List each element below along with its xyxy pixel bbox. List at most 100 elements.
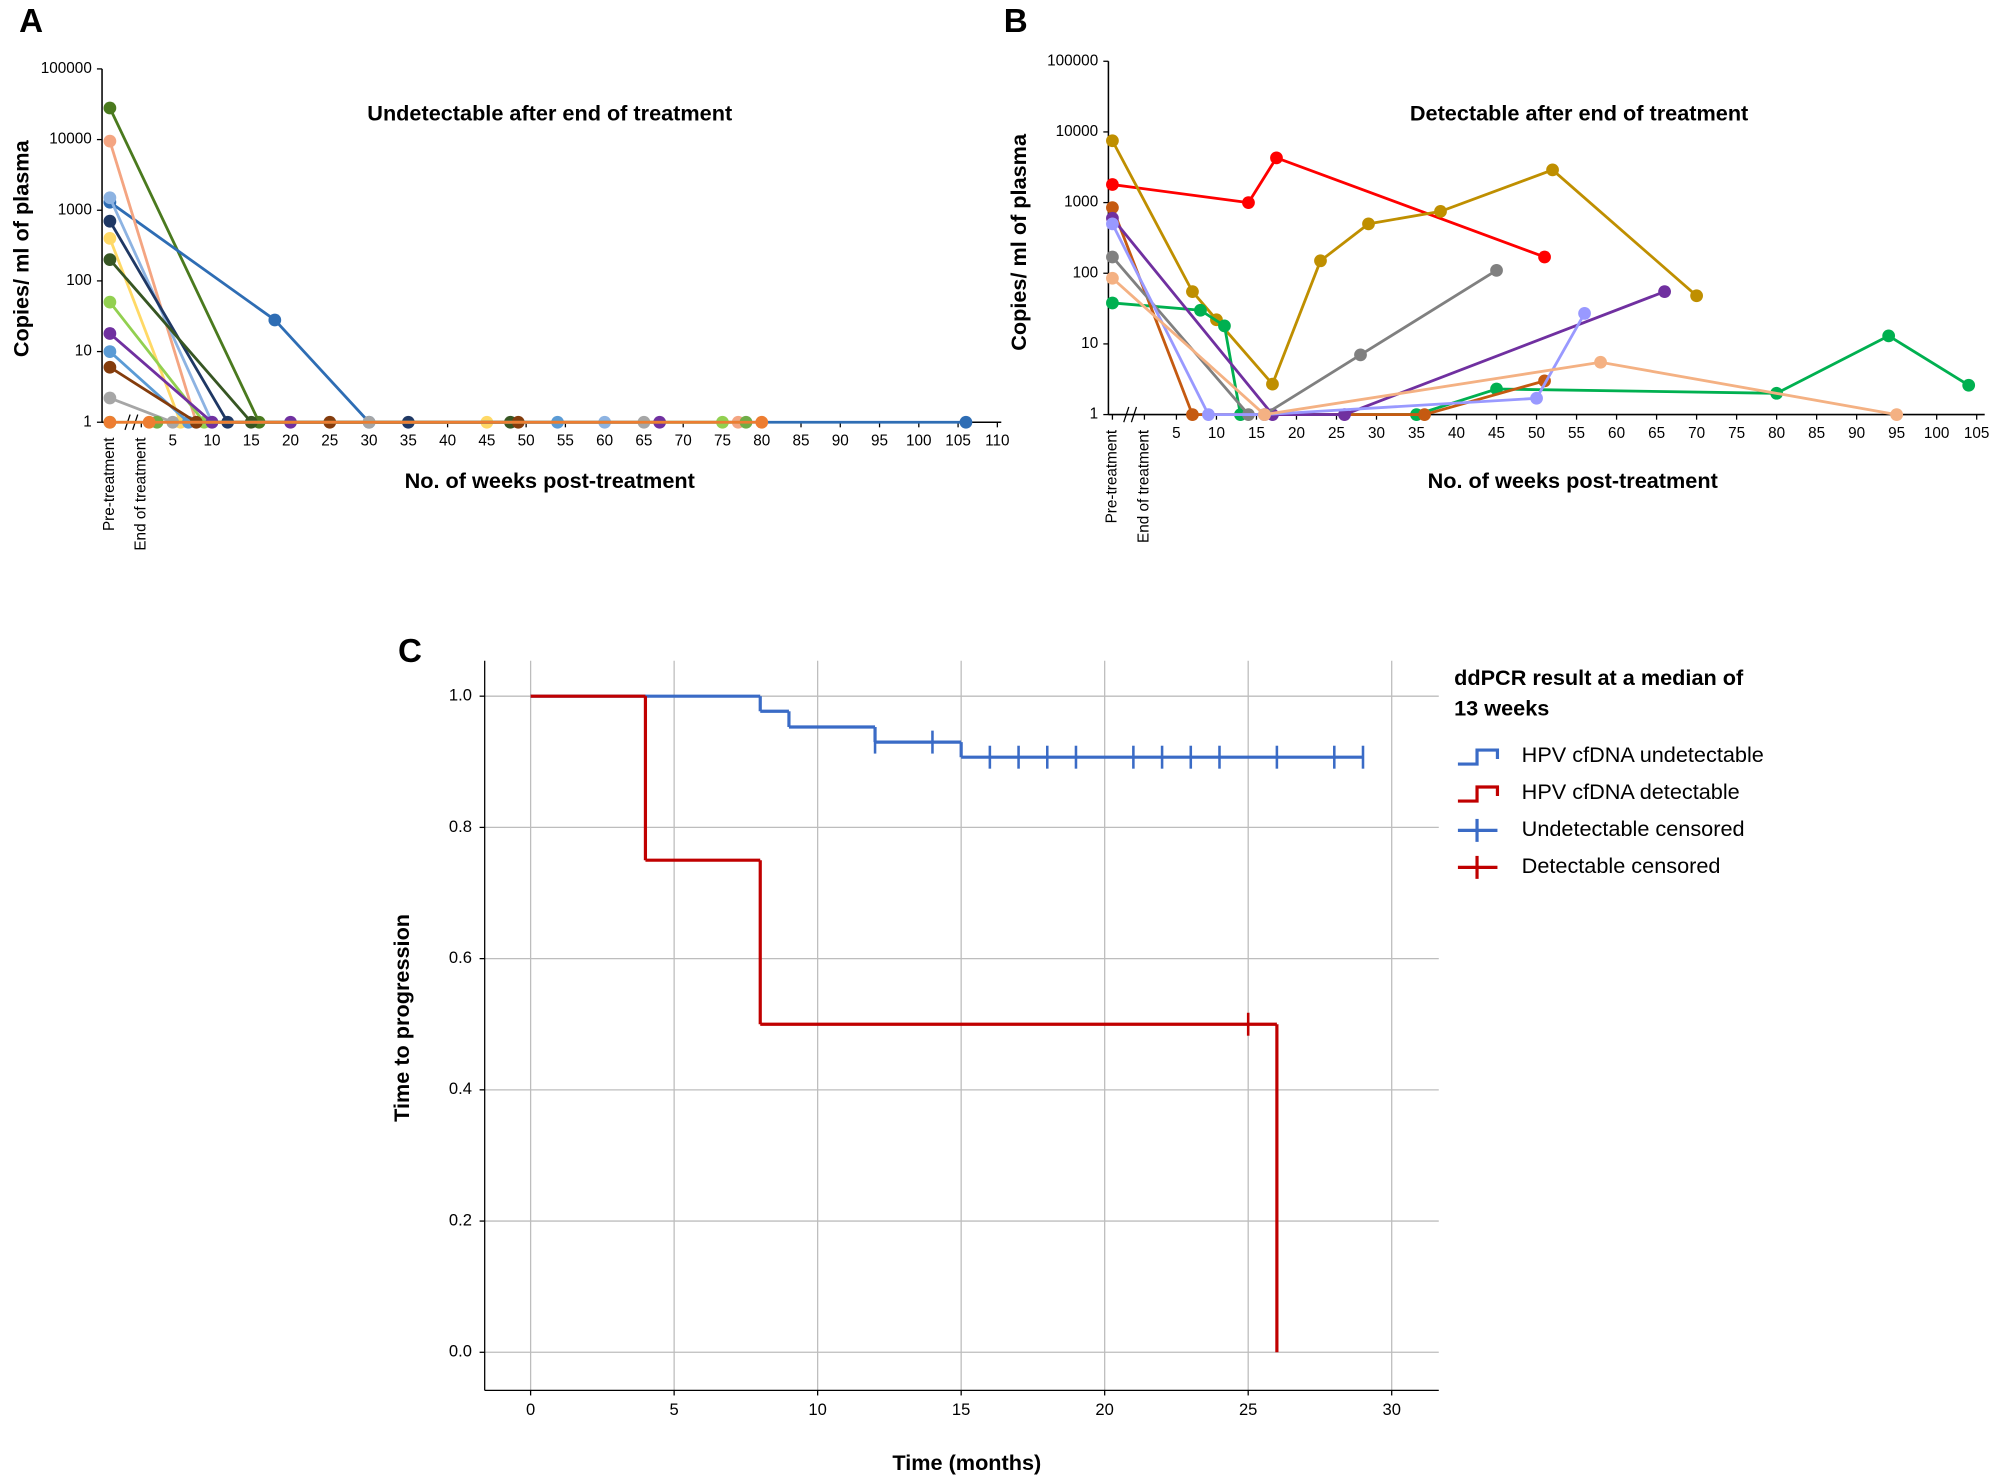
data-point bbox=[1202, 408, 1215, 421]
x-tick-label: 110 bbox=[985, 432, 1009, 449]
data-point bbox=[1258, 408, 1271, 421]
series-line bbox=[1111, 140, 1698, 387]
data-point bbox=[103, 360, 117, 374]
data-point bbox=[103, 134, 117, 148]
chart-title: Detectable after end of treatment bbox=[1410, 101, 1748, 126]
panel-label: A bbox=[19, 3, 43, 40]
x-tick-label: 85 bbox=[793, 432, 810, 449]
x-tick-label: 50 bbox=[518, 432, 535, 449]
x-tick-label: 30 bbox=[1382, 1400, 1400, 1419]
series-line bbox=[108, 301, 723, 424]
data-point bbox=[1434, 205, 1447, 218]
x-tick-label: 10 bbox=[203, 432, 220, 449]
x-tick-label: 105 bbox=[1964, 425, 1990, 442]
x-tick-label: 35 bbox=[400, 432, 417, 449]
data-point bbox=[1270, 151, 1283, 165]
data-point bbox=[1490, 263, 1503, 277]
x-tick-label: 65 bbox=[635, 432, 652, 449]
y-tick-label: 0.2 bbox=[449, 1210, 472, 1229]
y-tick-label: 0.8 bbox=[449, 817, 472, 836]
legend-title: ddPCR result at a median of 13 weeks bbox=[1454, 665, 1744, 721]
data-point bbox=[1890, 408, 1904, 421]
series-line bbox=[109, 201, 966, 424]
y-tick-label: 1000 bbox=[1064, 194, 1098, 211]
axis-break bbox=[1123, 406, 1130, 423]
data-point bbox=[1106, 296, 1119, 310]
x-tick-label: 20 bbox=[282, 432, 299, 449]
data-point bbox=[103, 214, 117, 228]
data-point bbox=[103, 295, 117, 309]
x-tick-label: End of treatment bbox=[132, 437, 149, 551]
data-point bbox=[103, 231, 117, 245]
x-tick-label: 55 bbox=[557, 432, 574, 449]
x-tick-label: 5 bbox=[670, 1400, 679, 1419]
data-point bbox=[1690, 289, 1703, 303]
data-point bbox=[103, 415, 117, 429]
y-tick-label: 0.4 bbox=[449, 1079, 472, 1098]
x-tick-label: 45 bbox=[1488, 425, 1505, 442]
y-tick-label: 10000 bbox=[1056, 123, 1099, 140]
x-tick-label: End of treatment bbox=[1135, 429, 1152, 543]
x-tick-label: 40 bbox=[1448, 425, 1465, 442]
x-tick-label: 60 bbox=[596, 432, 613, 449]
x-tick-label: 70 bbox=[1688, 425, 1705, 442]
data-point bbox=[1186, 285, 1199, 298]
data-point bbox=[1186, 408, 1199, 421]
x-tick-label: 90 bbox=[1848, 425, 1865, 442]
data-point bbox=[755, 415, 769, 429]
panel-label: C bbox=[398, 633, 422, 670]
y-axis-label: Time to progression bbox=[389, 914, 414, 1122]
x-tick-label: 75 bbox=[1728, 425, 1745, 442]
x-tick-label: 45 bbox=[478, 432, 495, 449]
y-tick-label: 1 bbox=[1090, 406, 1099, 423]
series-line bbox=[108, 107, 261, 423]
x-tick-label: Pre-treatment bbox=[1103, 429, 1120, 523]
data-point bbox=[268, 313, 282, 327]
legend-label: HPV cfDNA undetectable bbox=[1522, 742, 1764, 767]
panel-label: B bbox=[1004, 3, 1028, 40]
x-tick-label: 0 bbox=[526, 1400, 535, 1419]
y-tick-label: 100000 bbox=[1047, 52, 1098, 69]
data-point bbox=[1594, 355, 1607, 369]
series-line bbox=[1111, 217, 1666, 416]
x-tick-label: 55 bbox=[1568, 425, 1585, 442]
y-tick-label: 1.0 bbox=[449, 686, 472, 705]
x-tick-label: 15 bbox=[952, 1400, 970, 1419]
x-tick-label: 30 bbox=[361, 432, 378, 449]
legend-label: Detectable censored bbox=[1522, 853, 1721, 878]
y-tick-label: 0.0 bbox=[449, 1342, 472, 1361]
data-point bbox=[1106, 134, 1119, 148]
y-tick-label: 100000 bbox=[41, 60, 92, 77]
data-point bbox=[1242, 196, 1255, 209]
y-tick-label: 0.6 bbox=[449, 948, 472, 967]
y-tick-label: 100 bbox=[66, 272, 92, 289]
y-tick-label: 10 bbox=[1081, 335, 1098, 352]
legend-icon bbox=[1457, 785, 1500, 803]
data-point bbox=[142, 415, 156, 429]
data-point bbox=[1362, 217, 1375, 231]
data-point bbox=[103, 327, 117, 340]
data-point bbox=[1658, 285, 1671, 298]
data-point bbox=[1578, 307, 1591, 320]
x-tick-label: 10 bbox=[1208, 425, 1225, 442]
legend-title-box: ddPCR result at a median of 13 weeks bbox=[1454, 665, 1744, 721]
x-axis-label: No. of weeks post-treatment bbox=[1428, 468, 1718, 493]
x-tick-label: 40 bbox=[439, 432, 456, 449]
data-point bbox=[1106, 217, 1119, 231]
series-line bbox=[108, 237, 487, 424]
x-tick-label: 5 bbox=[1172, 425, 1181, 442]
x-tick-label: 75 bbox=[714, 432, 731, 449]
y-tick-label: 1 bbox=[83, 413, 92, 430]
axis-break bbox=[1130, 406, 1138, 423]
x-tick-label: 60 bbox=[1608, 425, 1625, 442]
y-tick-label: 10000 bbox=[49, 131, 92, 148]
data-point bbox=[1546, 163, 1559, 177]
x-tick-label: 30 bbox=[1368, 425, 1385, 442]
legend-label: Undetectable censored bbox=[1522, 816, 1745, 841]
series-line bbox=[1111, 207, 1545, 416]
x-axis-label: No. of weeks post-treatment bbox=[405, 468, 695, 493]
data-point bbox=[1106, 178, 1119, 191]
data-point bbox=[1418, 408, 1431, 421]
